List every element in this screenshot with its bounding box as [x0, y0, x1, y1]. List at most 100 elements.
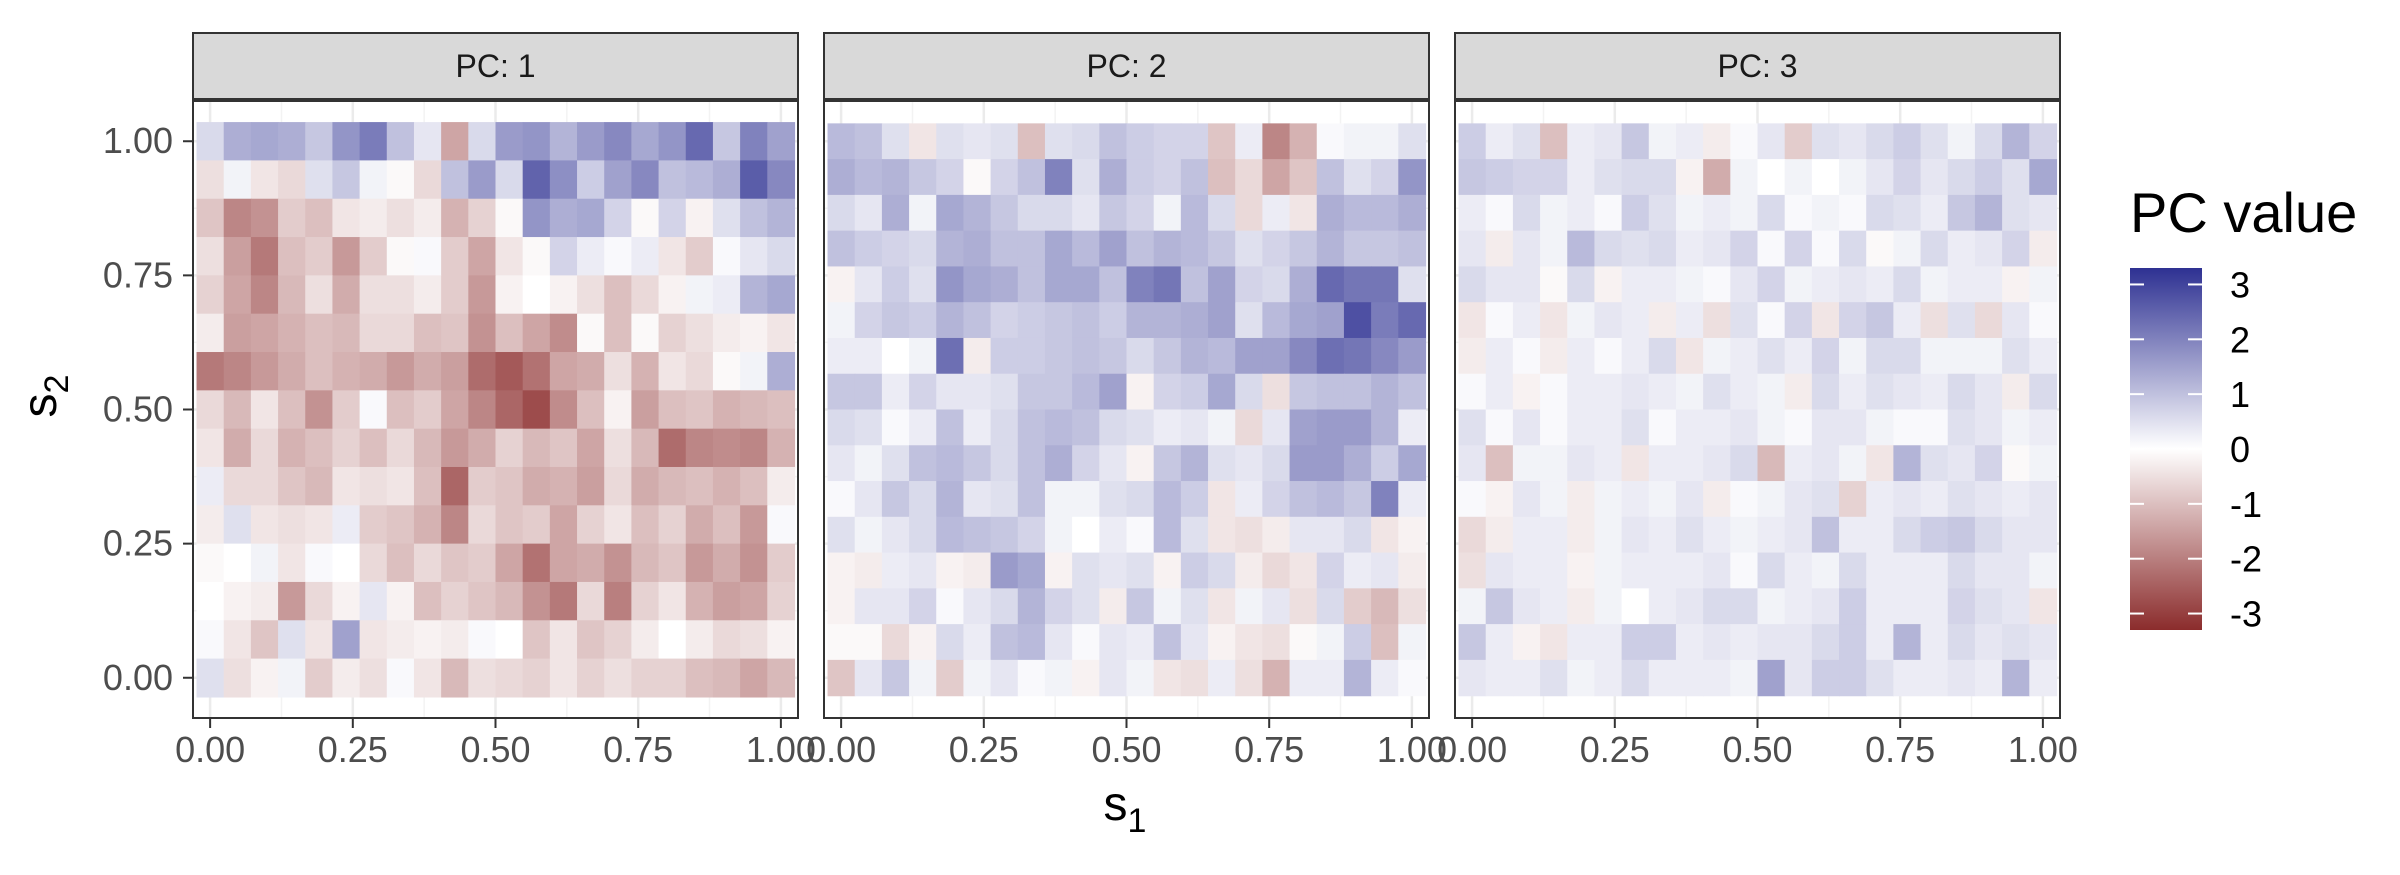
- heatmap-cell: [1594, 624, 1623, 661]
- heatmap-cell: [767, 620, 796, 660]
- heatmap-cell: [1044, 230, 1073, 268]
- heatmap-cell: [1017, 302, 1046, 339]
- heatmap-cell: [1512, 445, 1541, 482]
- heatmap-cell: [1316, 230, 1345, 268]
- heatmap-cell: [250, 160, 279, 200]
- heatmap-cell: [881, 445, 910, 482]
- heatmap-cell: [963, 373, 992, 411]
- heatmap-cell: [740, 198, 768, 238]
- heatmap-cell: [1893, 516, 1922, 554]
- heatmap-cell: [2029, 659, 2058, 697]
- heatmap-cell: [1675, 302, 1704, 339]
- heatmap-cell: [1153, 624, 1182, 661]
- heatmap-cell: [604, 160, 632, 200]
- heatmap-cell: [990, 373, 1019, 411]
- heatmap-cell: [1099, 588, 1128, 625]
- heatmap-cell: [1974, 123, 2003, 160]
- heatmap-cell: [1072, 194, 1100, 232]
- x-tick-label: 0.25: [1580, 729, 1650, 770]
- heatmap-cell: [936, 659, 965, 697]
- heatmap-cell: [1153, 123, 1182, 160]
- heatmap-cell: [1289, 159, 1318, 196]
- heatmap-cell: [1974, 445, 2003, 482]
- heatmap-cell: [604, 428, 632, 468]
- heatmap-cell: [1316, 266, 1345, 303]
- heatmap-cell: [827, 123, 856, 160]
- heatmap-cell: [441, 505, 469, 545]
- heatmap-cell: [936, 588, 965, 625]
- heatmap-cell: [909, 302, 937, 339]
- heatmap-cell: [495, 658, 524, 698]
- heatmap-cell: [1126, 409, 1155, 446]
- heatmap-cell: [1262, 337, 1291, 375]
- heatmap-cell: [1044, 445, 1073, 482]
- heatmap-cell: [1866, 159, 1894, 196]
- heatmap-cell: [1512, 409, 1541, 446]
- heatmap-cell: [1371, 302, 1399, 339]
- heatmap-cell: [1044, 123, 1073, 160]
- heatmap-cell: [1512, 337, 1541, 375]
- heatmap-cell: [767, 313, 796, 353]
- heatmap-cell: [522, 658, 551, 698]
- heatmap-cell: [827, 588, 856, 625]
- heatmap-cell: [1811, 624, 1840, 661]
- heatmap-cell: [1153, 481, 1182, 518]
- heatmap-cell: [1730, 659, 1759, 697]
- heatmap-cell: [881, 337, 910, 375]
- heatmap-cell: [1621, 409, 1650, 446]
- heatmap-cell: [909, 373, 937, 411]
- y-axis-title: s2: [14, 375, 76, 418]
- heatmap-cell: [712, 122, 741, 161]
- heatmap-cell: [250, 543, 279, 583]
- heatmap-cell: [936, 445, 965, 482]
- heatmap-cell: [1512, 302, 1541, 339]
- heatmap-cell: [685, 466, 714, 506]
- heatmap-cell: [1099, 373, 1128, 411]
- heatmap-cell: [1398, 230, 1427, 268]
- heatmap-cell: [278, 466, 306, 506]
- heatmap-cell: [1343, 337, 1372, 375]
- heatmap-cell: [1594, 481, 1623, 518]
- heatmap-cell: [881, 552, 910, 589]
- heatmap-cell: [305, 543, 334, 583]
- x-tick-label: 0.50: [1722, 729, 1792, 770]
- heatmap-cell: [631, 313, 660, 353]
- heatmap-cell: [2029, 445, 2058, 482]
- heatmap-cell: [1180, 373, 1209, 411]
- heatmap-cell: [1811, 409, 1840, 446]
- heatmap-cell: [1017, 230, 1046, 268]
- y-tick-label: 0.25: [103, 523, 173, 564]
- heatmap-cell: [522, 122, 551, 161]
- heatmap-cell: [1567, 337, 1596, 375]
- heatmap-cell: [1811, 373, 1840, 411]
- heatmap-cell: [1262, 516, 1291, 554]
- heatmap-cell: [1703, 302, 1731, 339]
- heatmap-cell: [332, 620, 361, 660]
- heatmap-cell: [1866, 337, 1894, 375]
- heatmap-cell: [827, 159, 856, 196]
- heatmap-cell: [577, 198, 605, 238]
- facet-strip: [192, 32, 799, 100]
- heatmap-cell: [1621, 302, 1650, 339]
- heatmap-cell: [413, 352, 442, 391]
- heatmap-cell: [963, 516, 992, 554]
- heatmap-cell: [1757, 337, 1786, 375]
- heatmap-cell: [1621, 481, 1650, 518]
- heatmap-cell: [1839, 337, 1867, 375]
- heatmap-cell: [1893, 588, 1922, 625]
- heatmap-cell: [1316, 337, 1345, 375]
- legend-tick-label: -3: [2230, 594, 2262, 635]
- heatmap-cell: [1235, 445, 1263, 482]
- heatmap-cell: [1811, 123, 1840, 160]
- heatmap-cell: [1180, 159, 1209, 196]
- heatmap-cell: [1893, 123, 1922, 160]
- heatmap-cell: [441, 466, 469, 506]
- heatmap-cell: [549, 237, 578, 276]
- heatmap-cell: [1675, 373, 1704, 411]
- heatmap-cell: [1811, 194, 1840, 232]
- heatmap-cell: [1947, 624, 1976, 661]
- heatmap-cell: [278, 543, 306, 583]
- heatmap-cell: [1811, 445, 1840, 482]
- heatmap-cell: [1180, 409, 1209, 446]
- heatmap-cell: [1757, 516, 1786, 554]
